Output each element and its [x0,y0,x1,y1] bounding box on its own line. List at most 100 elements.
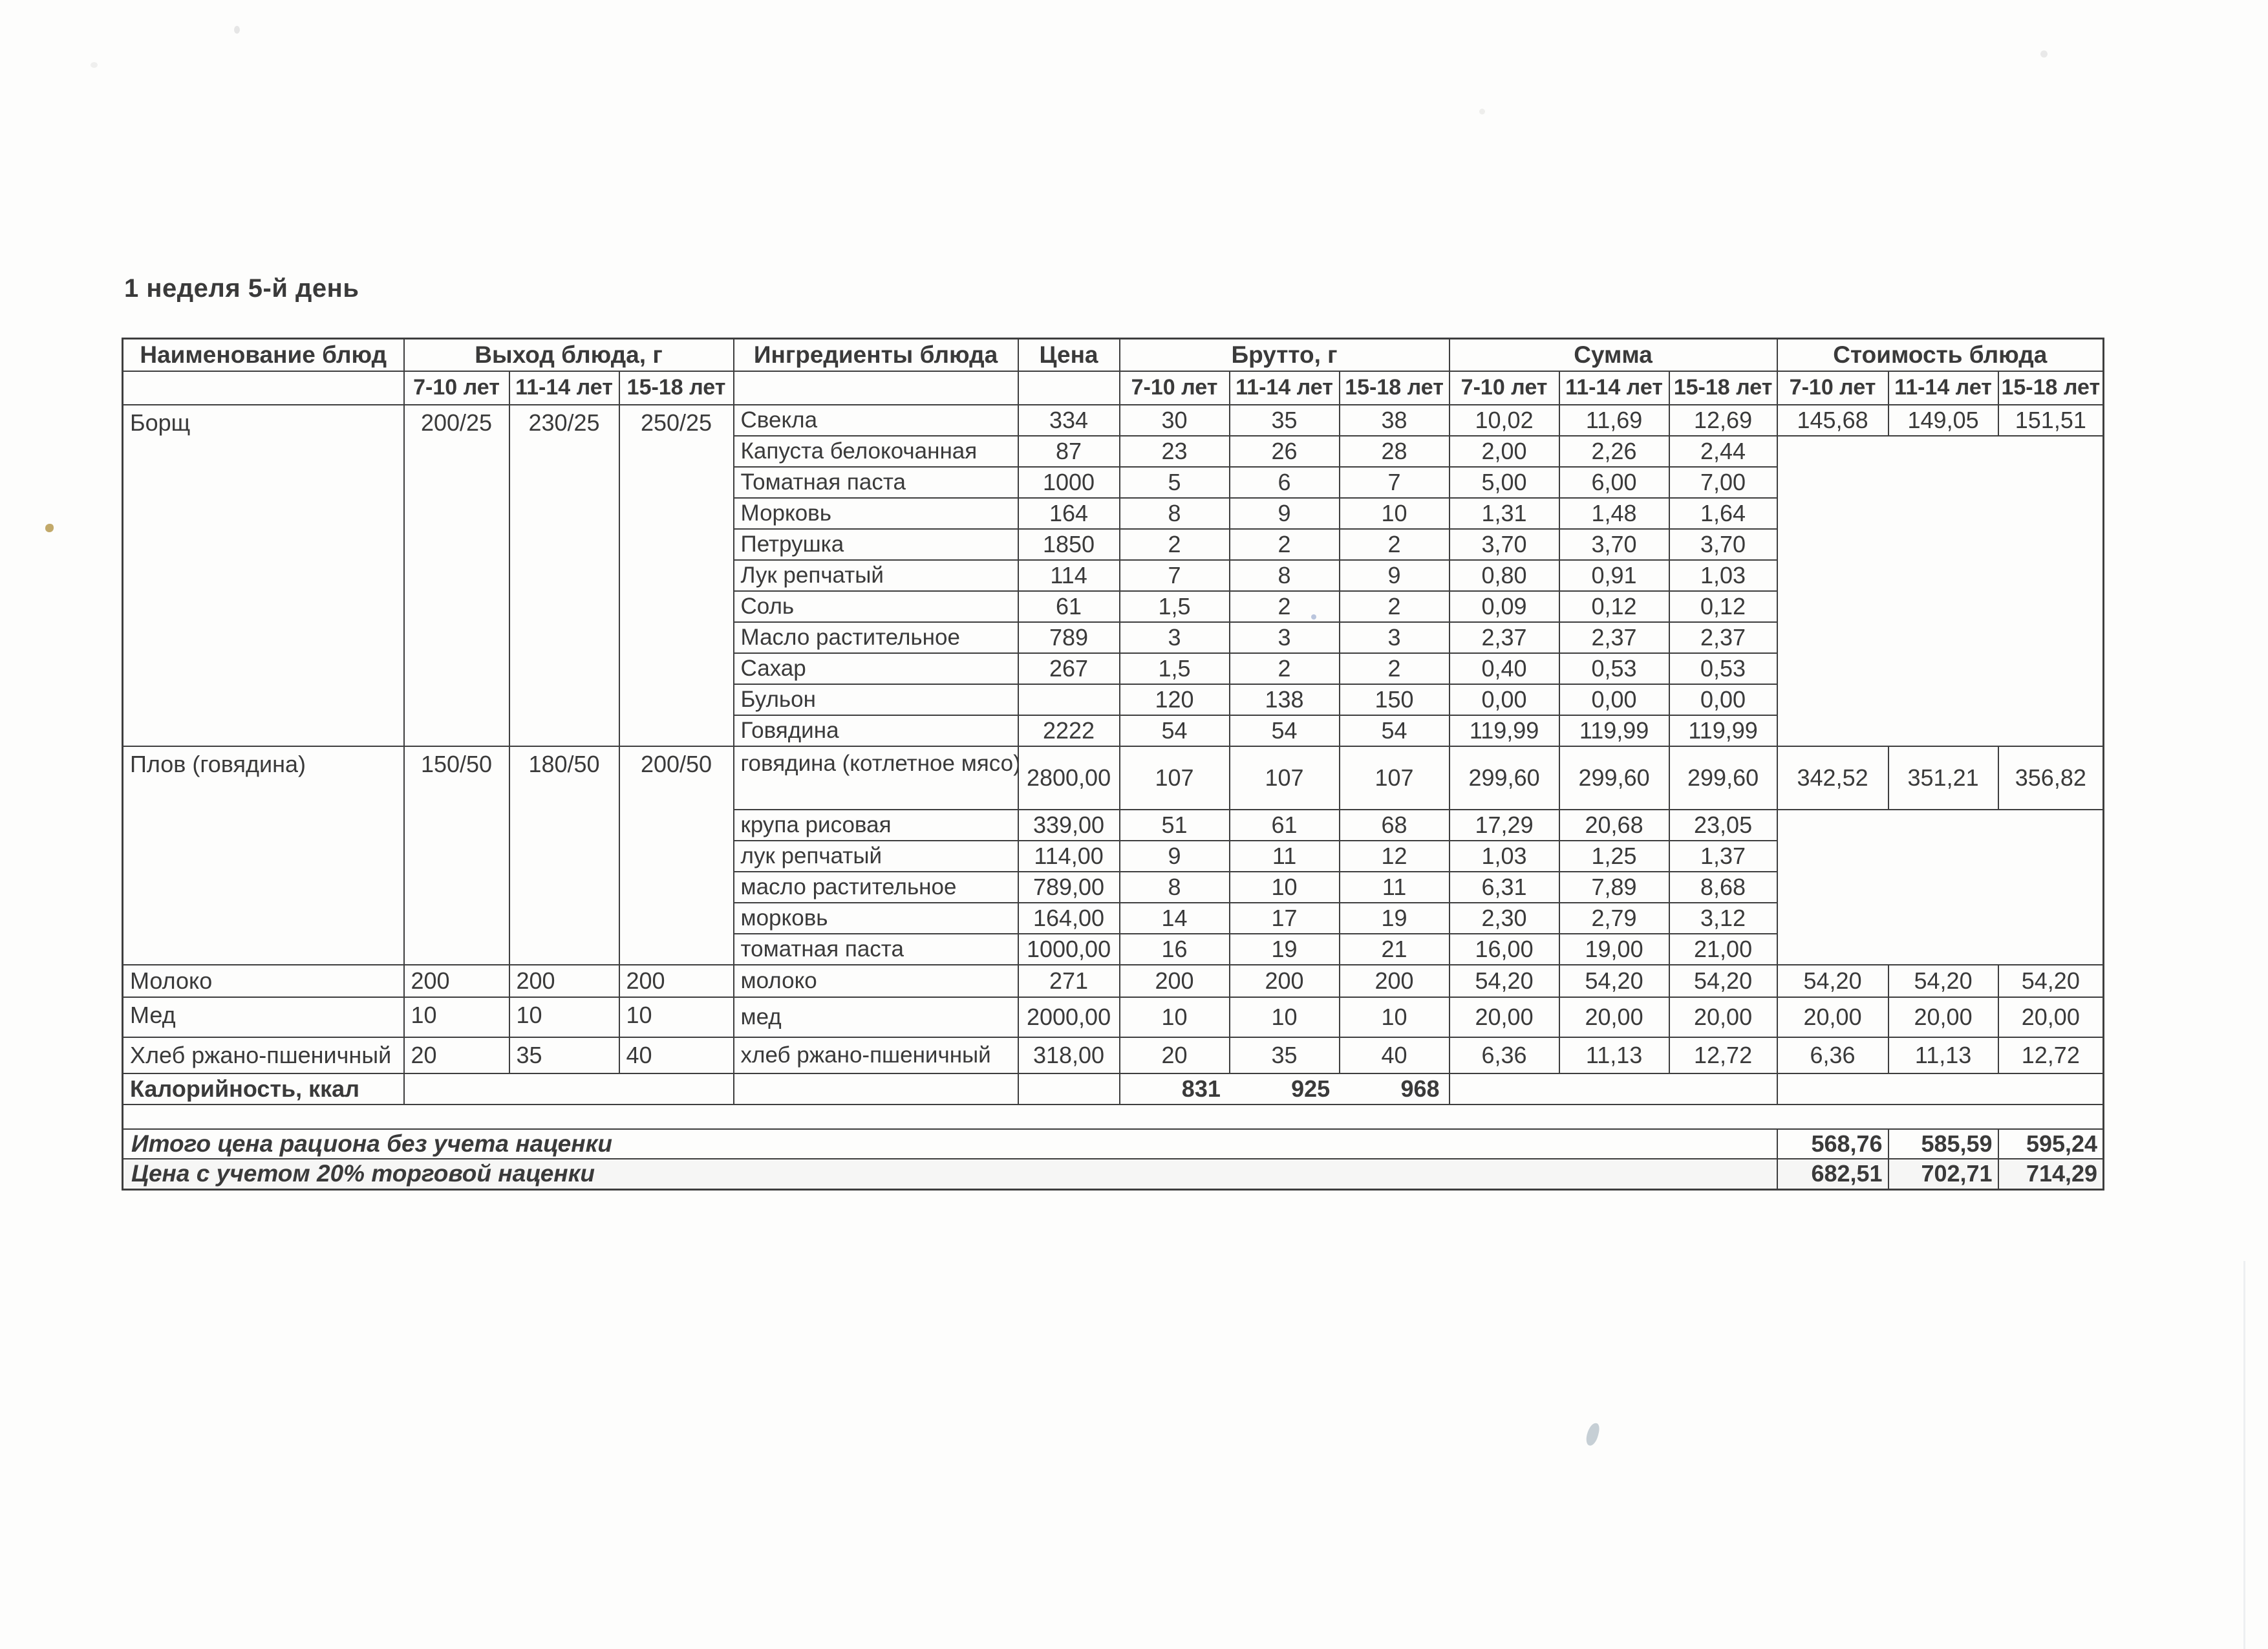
sum-cell: 2,37 [1668,621,1778,654]
table-row: Капуста белокочанная 87 23 26 28 2,00 2,… [123,435,2104,747]
age-header: 11-14 лет [508,370,620,405]
menu-table: Наименование блюд Выход блюда, г Ингреди… [122,338,2105,1191]
ingredient-cell: Соль [733,590,1019,623]
age-header: 11-14 лет [1558,370,1670,405]
brutto-cell: 107 [1118,745,1230,810]
price-cell [1017,683,1120,716]
sum-cell: 0,00 [1448,683,1560,716]
calories-row: Калорийность, ккал 831 925 968 [122,1072,2104,1105]
sum-cell: 1,37 [1668,839,1778,872]
calories-value: 968 [1400,1075,1440,1102]
sum-cell: 54,20 [1448,964,1560,998]
table-row: Молоко 200 200 200 молоко 271 200 200 20… [122,964,2104,998]
table-row: Бульон 120 138 150 0,00 0,00 0,00 [123,683,2104,716]
cost-merged-empty [1776,808,2104,965]
scan-artifact [45,524,54,532]
brutto-cell: 8 [1118,870,1230,903]
brutto-cell: 51 [1118,808,1230,841]
ingredient-cell: морковь [733,901,1019,934]
sum-cell: 299,60 [1448,745,1560,810]
ingredient-cell: Сахар [733,652,1019,685]
brutto-cell: 2 [1338,652,1450,685]
brutto-cell: 10 [1228,996,1340,1038]
calories-value: 831 [1181,1075,1221,1102]
sum-cell: 0,53 [1558,652,1670,685]
empty-cell [1017,1072,1120,1105]
ingredient-cell: говядина (котлетное мясо) [733,745,1019,810]
age-header: 7-10 лет [403,370,510,405]
price-cell: 2000,00 [1017,996,1120,1038]
brutto-cell: 2 [1338,528,1450,561]
ingredient-cell: хлеб ржано-пшеничный [733,1036,1019,1074]
empty-cell [1448,1072,1778,1105]
price-cell: 789,00 [1017,870,1120,903]
sum-cell: 6,36 [1448,1036,1560,1074]
output-cell: 250/25 [618,404,734,747]
age-header: 7-10 лет [1776,370,1889,405]
sum-cell: 299,60 [1668,745,1778,810]
brutto-cell: 38 [1338,404,1450,436]
col-header-sum: Сумма [1448,338,1778,372]
output-cell: 10 [508,996,620,1038]
scan-artifact [1584,1421,1601,1447]
brutto-cell: 19 [1338,901,1450,934]
brutto-cell: 1,5 [1118,652,1230,685]
brutto-cell: 200 [1118,964,1230,998]
ingredient-cell: Томатная паста [733,466,1019,499]
page-title: 1 неделя 5-й день [124,274,359,303]
table-row: морковь 164,00 14 17 19 2,30 2,79 3,12 [123,901,2104,934]
brutto-cell: 1,5 [1118,590,1230,623]
brutto-cell: 19 [1228,932,1340,965]
price-cell: 271 [1017,964,1120,998]
cost-cell: 20,00 [1887,996,1999,1038]
total-label: Итого цена рациона без учета наценки [122,1128,1778,1159]
brutto-cell: 6 [1228,466,1340,499]
cost-cell: 151,51 [1997,404,2104,436]
header-row-ages: 7-10 лет 11-14 лет 15-18 лет 7-10 лет 11… [122,370,2104,405]
table-row: Плов (говядина) 150/50 180/50 200/50 гов… [122,745,2104,965]
sum-cell: 10,02 [1448,404,1560,436]
brutto-cell: 9 [1118,839,1230,872]
sum-cell: 7,89 [1558,870,1670,903]
sum-cell: 1,64 [1668,497,1778,530]
ingredient-cell: Морковь [733,497,1019,530]
table-row: Хлеб ржано-пшеничный 20 35 40 хлеб ржано… [122,1036,2104,1074]
brutto-cell: 20 [1118,1036,1230,1074]
empty-cell [1776,1072,2104,1105]
price-cell: 61 [1017,590,1120,623]
ingredient-cell: Масло растительное [733,621,1019,654]
ingredient-cell: Петрушка [733,528,1019,561]
calories-label: Калорийность, ккал [122,1072,405,1105]
age-header: 11-14 лет [1228,370,1340,405]
brutto-cell: 7 [1118,559,1230,592]
sum-cell: 0,12 [1558,590,1670,623]
sum-cell: 19,00 [1558,932,1670,965]
brutto-cell: 14 [1118,901,1230,934]
sum-cell: 2,44 [1668,435,1778,468]
table-row: масло растительное 789,00 8 10 11 6,31 7… [123,870,2104,903]
sum-cell: 11,69 [1558,404,1670,436]
sum-cell: 3,70 [1668,528,1778,561]
ingredient-cell: мед [733,996,1019,1038]
table-row: Говядина 2222 54 54 54 119,99 119,99 119… [123,714,2104,747]
sum-cell: 11,13 [1558,1036,1670,1074]
sum-cell: 20,00 [1558,996,1670,1038]
price-cell: 114 [1017,559,1120,592]
brutto-cell: 8 [1228,559,1340,592]
output-cell: 150/50 [403,745,510,965]
price-cell: 1000 [1017,466,1120,499]
total-value: 595,24 [1997,1128,2104,1159]
brutto-cell: 40 [1338,1036,1450,1074]
spacer-row [122,1103,2104,1130]
sum-cell: 23,05 [1668,808,1778,841]
spacer-cell [122,1103,2104,1130]
brutto-cell: 10 [1118,996,1230,1038]
brutto-cell: 35 [1228,404,1340,436]
brutto-cell: 120 [1118,683,1230,716]
total-value: 702,71 [1887,1158,1999,1191]
brutto-cell: 23 [1118,435,1230,468]
sum-cell: 5,00 [1448,466,1560,499]
sum-cell: 12,72 [1668,1036,1778,1074]
sum-cell: 12,69 [1668,404,1778,436]
brutto-cell: 5 [1118,466,1230,499]
